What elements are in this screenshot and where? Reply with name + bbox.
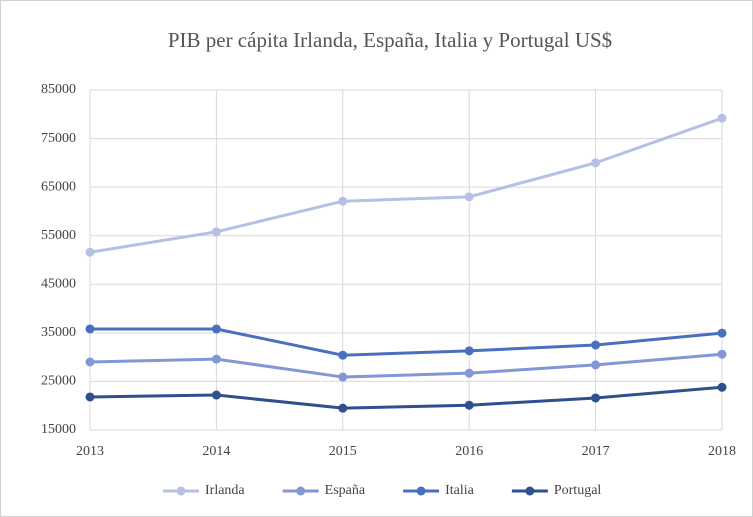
x-tick-label: 2017 <box>582 444 610 459</box>
series-line <box>90 327 723 357</box>
data-point <box>464 400 474 410</box>
y-tick-label: 25000 <box>41 374 76 389</box>
legend-marker <box>176 486 186 496</box>
data-point <box>591 360 601 370</box>
data-point <box>85 247 95 257</box>
legend-marker <box>416 486 426 496</box>
y-tick-label: 75000 <box>41 131 76 146</box>
data-point <box>464 368 474 378</box>
chart-title: PIB per cápita Irlanda, España, Italia y… <box>168 28 612 52</box>
data-point <box>211 324 221 334</box>
data-point <box>338 372 348 382</box>
data-point <box>211 390 221 400</box>
x-tick-label: 2013 <box>76 444 104 459</box>
data-point <box>717 113 727 123</box>
data-point <box>717 349 727 359</box>
y-tick-label: 45000 <box>41 277 76 292</box>
y-tick-label: 85000 <box>41 82 76 97</box>
x-tick-label: 2014 <box>202 444 230 459</box>
data-point <box>591 158 601 168</box>
data-point <box>591 393 601 403</box>
legend-marker <box>525 486 535 496</box>
x-tick-label: 2016 <box>455 444 483 459</box>
y-tick-label: 55000 <box>41 228 76 243</box>
series-line <box>89 116 723 254</box>
data-point <box>338 403 348 413</box>
data-point <box>591 340 601 350</box>
x-tick-label: 2018 <box>708 444 736 459</box>
series-line <box>89 352 723 379</box>
series-line <box>89 385 723 410</box>
legend-label: Irlanda <box>205 483 245 498</box>
data-point <box>85 324 95 334</box>
data-point <box>717 382 727 392</box>
y-tick-label: 35000 <box>41 325 76 340</box>
legend-label: España <box>325 483 366 498</box>
legend-marker <box>296 486 306 496</box>
y-tick-label: 65000 <box>41 179 76 194</box>
data-point <box>717 328 727 338</box>
data-point <box>338 196 348 206</box>
x-tick-label: 2015 <box>329 444 357 459</box>
data-point <box>85 357 95 367</box>
legend-label: Italia <box>445 483 475 498</box>
data-point <box>464 192 474 202</box>
legend-label: Portugal <box>554 483 602 498</box>
data-point <box>338 350 348 360</box>
y-tick-label: 15000 <box>41 422 76 437</box>
data-point <box>85 392 95 402</box>
data-point <box>211 227 221 237</box>
data-point <box>464 346 474 356</box>
data-point <box>211 354 221 364</box>
